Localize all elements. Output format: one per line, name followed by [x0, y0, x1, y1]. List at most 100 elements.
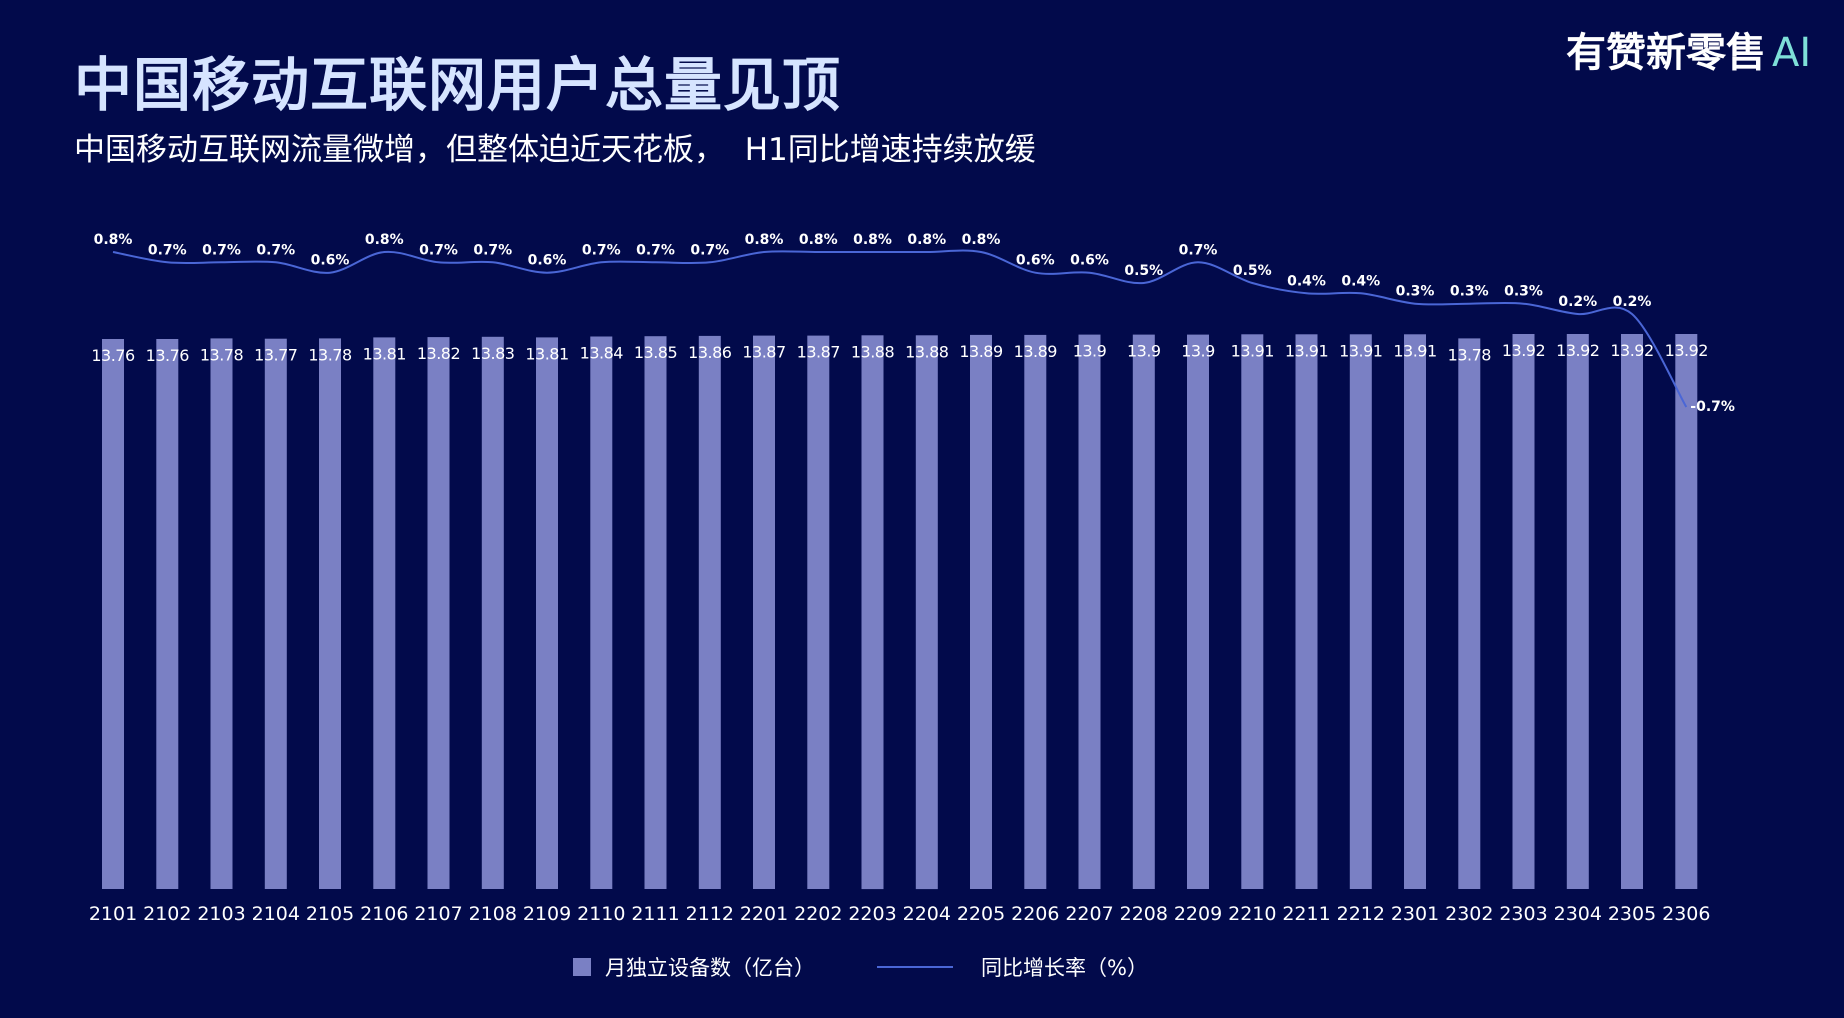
bar-2301	[1404, 334, 1426, 889]
bar-2302	[1458, 338, 1481, 889]
bar-label-2207: 13.9	[1073, 342, 1107, 361]
page-title: 中国移动互联网用户总量见顶	[74, 51, 842, 119]
bar-label-2212: 13.91	[1339, 341, 1382, 360]
rate-label-2107: 0.7%	[419, 242, 458, 258]
brand-logo: 有赞新零售 AI	[1566, 20, 1811, 78]
rate-label-2212: 0.4%	[1341, 273, 1380, 289]
bar-label-2204: 13.88	[905, 342, 949, 361]
rate-label-2109: 0.6%	[528, 253, 567, 269]
rate-label-2204: 0.8%	[907, 232, 946, 248]
bar-label-2208: 13.9	[1127, 342, 1161, 361]
bar-label-2301: 13.91	[1393, 341, 1436, 360]
bar-line-chart: 13.76 13.76 13.78 13.77 13.78 13.81 13.82 13.83…	[89, 232, 1735, 925]
bar-label-2201: 13.87	[742, 343, 785, 362]
x-tick-2104: 2104	[252, 903, 300, 925]
x-tick-2301: 2301	[1391, 903, 1439, 925]
rate-label-2302: 0.3%	[1450, 284, 1489, 300]
bar-label-2112: 13.86	[688, 343, 732, 362]
bar-label-2102: 13.76	[146, 346, 190, 365]
x-tick-2109: 2109	[523, 903, 571, 925]
x-tick-2102: 2102	[143, 903, 191, 925]
rate-label-2207: 0.6%	[1070, 253, 1109, 269]
rate-label-2112: 0.7%	[690, 242, 729, 258]
bar-2101	[102, 339, 124, 889]
x-tick-2206: 2206	[1011, 903, 1059, 925]
bar-2205	[970, 334, 992, 889]
bar-2305	[1621, 334, 1643, 889]
bar-2207	[1078, 334, 1101, 890]
bar-label-2305: 13.92	[1610, 341, 1653, 360]
x-tick-2305: 2305	[1608, 903, 1656, 925]
x-tick-2111: 2111	[631, 903, 679, 925]
rate-label-2301: 0.3%	[1396, 284, 1435, 300]
x-tick-2101: 2101	[89, 903, 137, 925]
logo-ai-mark: AI	[1772, 30, 1812, 76]
x-tick-2208: 2208	[1120, 903, 1168, 925]
rate-label-2210: 0.5%	[1233, 263, 1272, 279]
bar-label-2302: 13.78	[1448, 345, 1492, 364]
x-tick-2103: 2103	[197, 903, 245, 925]
rate-label-2102: 0.7%	[148, 242, 187, 258]
bar-2211	[1295, 334, 1318, 889]
bar-label-2202: 13.87	[797, 343, 840, 362]
x-tick-2303: 2303	[1499, 903, 1547, 925]
bar-2303	[1512, 334, 1535, 889]
bar-2105	[319, 338, 341, 889]
legend-bar-swatch	[573, 958, 591, 976]
bar-2208	[1132, 334, 1155, 890]
rate-value-labels: 0.8% 0.7% 0.7% 0.7% 0.6% 0.8% 0.7% 0.7% 0.6% 0.7%…	[94, 232, 1735, 415]
bar-2112	[698, 335, 721, 889]
bar-label-2303: 13.92	[1502, 341, 1545, 360]
rate-label-2110: 0.7%	[582, 242, 621, 258]
rate-label-2202: 0.8%	[799, 232, 838, 248]
bar-2103	[210, 338, 233, 889]
rate-label-2203: 0.8%	[853, 232, 892, 248]
rate-label-2201: 0.8%	[745, 232, 784, 248]
bar-label-2105: 13.78	[308, 345, 352, 364]
rate-label-2104: 0.7%	[256, 242, 295, 258]
x-tick-2108: 2108	[469, 903, 517, 925]
bar-label-2104: 13.77	[254, 346, 297, 365]
bar-2304	[1566, 334, 1589, 889]
bar-2111	[644, 336, 667, 889]
bar-label-2210: 13.91	[1231, 341, 1274, 360]
rate-label-2304: 0.2%	[1558, 294, 1597, 310]
bar-value-labels: 13.76 13.76 13.78 13.77 13.78 13.81 13.82 13.83…	[91, 341, 1708, 365]
rate-label-2208: 0.5%	[1124, 263, 1163, 279]
rate-label-2111: 0.7%	[636, 242, 675, 258]
x-tick-2203: 2203	[848, 903, 896, 925]
bar-label-2206: 13.89	[1014, 342, 1058, 361]
bar-2109	[536, 337, 558, 889]
x-tick-2302: 2302	[1445, 903, 1493, 925]
bar-2209	[1187, 334, 1209, 890]
rate-label-2211: 0.4%	[1287, 273, 1326, 289]
rate-label-2205: 0.8%	[962, 232, 1001, 248]
bar-label-2109: 13.81	[525, 344, 568, 363]
bar-label-2209: 13.9	[1181, 342, 1215, 361]
rate-label-2105: 0.6%	[311, 253, 350, 269]
bar-label-2211: 13.91	[1285, 341, 1328, 360]
x-tick-2205: 2205	[957, 903, 1005, 925]
x-axis-tick-labels: 2101 2102 2103 2104 2105 2106 2107 2108 2109 2110…	[89, 903, 1711, 925]
bar-label-2111: 13.85	[634, 343, 677, 362]
growth-rate-line	[112, 249, 1688, 408]
legend-item-devices: 月独立设备数（亿台）	[573, 952, 815, 982]
bar-label-2110: 13.84	[580, 344, 624, 363]
bar-2212	[1349, 334, 1372, 889]
bar-label-2107: 13.82	[417, 344, 460, 363]
bar-2106	[373, 337, 396, 889]
x-tick-2207: 2207	[1065, 903, 1113, 925]
x-tick-2201: 2201	[740, 903, 788, 925]
bar-label-2103: 13.78	[200, 345, 244, 364]
bar-2306	[1675, 334, 1698, 889]
x-tick-2212: 2212	[1337, 903, 1385, 925]
legend-line-swatch	[877, 966, 953, 968]
bar-2203	[861, 335, 884, 890]
bar-2204	[915, 335, 938, 890]
rate-label-2108: 0.7%	[473, 242, 512, 258]
x-tick-2107: 2107	[414, 903, 462, 925]
bar-2104	[264, 338, 287, 889]
legend-label-growth: 同比增长率（%）	[981, 956, 1148, 980]
bar-label-2106: 13.81	[363, 344, 406, 363]
x-tick-2110: 2110	[577, 903, 625, 925]
